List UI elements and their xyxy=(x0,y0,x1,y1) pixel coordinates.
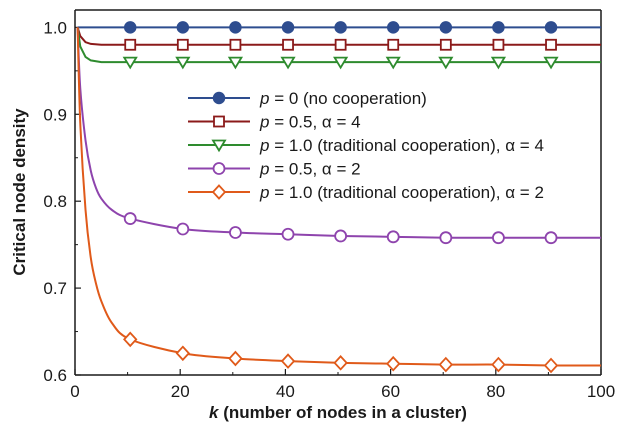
series-1-point xyxy=(229,21,242,34)
series-4-point xyxy=(386,230,400,244)
ticks: 0 20 40 60 80 100 0.6 0.7 0.8 0.9 1.0 xyxy=(43,18,615,401)
series-2-point xyxy=(282,38,294,51)
series-4-point xyxy=(492,231,505,245)
legend-marker xyxy=(213,115,225,128)
y-axis-title: Critical node density xyxy=(10,108,29,276)
series-2-point xyxy=(124,38,137,51)
x-tick-label: 100 xyxy=(587,382,615,401)
series-3-point xyxy=(122,56,138,70)
series-2-point xyxy=(334,38,347,51)
series-5-point xyxy=(175,345,191,362)
legend-label: p = 0 (no cooperation) xyxy=(259,89,427,108)
series-1-point xyxy=(386,21,400,34)
series-3-point xyxy=(490,56,507,70)
series-5-point xyxy=(333,355,348,371)
y-tick-label: 0.9 xyxy=(43,105,67,124)
x-tick-label: 60 xyxy=(381,382,400,401)
legend-label-var: p xyxy=(259,89,269,108)
series-5-point xyxy=(438,356,454,373)
series-2-point xyxy=(176,38,189,51)
series-1-point xyxy=(281,21,295,34)
series-3-point xyxy=(385,56,401,70)
series-5-point xyxy=(491,356,506,373)
series-1-point xyxy=(439,21,453,34)
y-tick-label: 0.8 xyxy=(43,192,67,211)
legend-marker xyxy=(212,162,226,175)
series-5-point xyxy=(386,355,401,372)
legend-label-rest: = 0.5, α = 2 xyxy=(269,160,360,179)
x-tick-label: 0 xyxy=(70,382,79,401)
series-5-point xyxy=(543,357,559,374)
legend-entry: p = 1.0 (traditional cooperation), α = 2 xyxy=(188,183,544,202)
legend-label-var: p xyxy=(259,160,269,179)
legend-entry: p = 0.5, α = 4 xyxy=(188,113,361,132)
series-4-point xyxy=(229,226,242,239)
legend-marker xyxy=(212,91,226,105)
series-5-point xyxy=(280,353,296,369)
series-1-point xyxy=(176,21,190,34)
series-4-point xyxy=(544,231,558,245)
x-axis-title: k (number of nodes in a cluster) xyxy=(209,403,467,422)
series-4-point xyxy=(281,227,295,241)
x-tick-label: 40 xyxy=(276,382,295,401)
series-2-point xyxy=(387,38,400,51)
series-1-point xyxy=(544,21,558,34)
legend-marker xyxy=(211,139,227,153)
series-1-point xyxy=(334,21,347,34)
legend-label-var: p xyxy=(259,113,269,132)
series-2-point xyxy=(545,38,557,51)
x-tick-label: 20 xyxy=(171,382,190,401)
series-4-point xyxy=(176,222,190,236)
series-1-point xyxy=(123,21,137,34)
series-4-point xyxy=(439,231,453,245)
series-4-point xyxy=(334,229,348,243)
series-3-point xyxy=(280,56,296,70)
legend-entry: p = 0.5, α = 2 xyxy=(188,160,361,179)
series-3-point xyxy=(333,56,349,70)
series-4-point xyxy=(123,212,137,225)
legend-label-rest: = 0 (no cooperation) xyxy=(269,89,426,108)
legend-label: p = 1.0 (traditional cooperation), α = 2 xyxy=(259,183,544,202)
series-5-point xyxy=(228,350,243,367)
series-3-point xyxy=(227,56,244,70)
legend-label-rest: = 1.0 (traditional cooperation), α = 2 xyxy=(269,183,543,202)
legend-label-rest: = 0.5, α = 4 xyxy=(269,113,360,132)
x-tick-label: 80 xyxy=(486,382,505,401)
series-markers xyxy=(122,21,559,374)
series-2-point xyxy=(492,38,505,51)
y-tick-label: 0.7 xyxy=(43,279,67,298)
series-1-point xyxy=(492,21,505,34)
series-3-point xyxy=(543,56,559,70)
series-2-point xyxy=(439,38,452,51)
series-3-point xyxy=(438,56,454,70)
legend-entry: p = 0 (no cooperation) xyxy=(188,89,427,108)
series-3-point xyxy=(175,56,191,70)
series-2-point xyxy=(229,38,242,51)
y-tick-label: 1.0 xyxy=(43,18,67,37)
legend-entry: p = 1.0 (traditional cooperation), α = 4 xyxy=(188,136,544,155)
series-5-point xyxy=(123,331,138,348)
legend-label: p = 0.5, α = 2 xyxy=(259,160,361,179)
x-axis-title-var: k xyxy=(209,403,220,422)
legend-label-rest: = 1.0 (traditional cooperation), α = 4 xyxy=(269,136,543,155)
legend-label-var: p xyxy=(259,183,269,202)
legend-label: p = 0.5, α = 4 xyxy=(259,113,361,132)
legend-label: p = 1.0 (traditional cooperation), α = 4 xyxy=(259,136,544,155)
legend-label-var: p xyxy=(259,136,269,155)
y-tick-label: 0.6 xyxy=(43,366,67,385)
series-line-5 xyxy=(76,27,602,367)
x-axis-title-rest: (number of nodes in a cluster) xyxy=(219,403,467,422)
legend-marker xyxy=(211,184,227,200)
legend: p = 0 (no cooperation)p = 0.5, α = 4p = … xyxy=(188,89,544,202)
